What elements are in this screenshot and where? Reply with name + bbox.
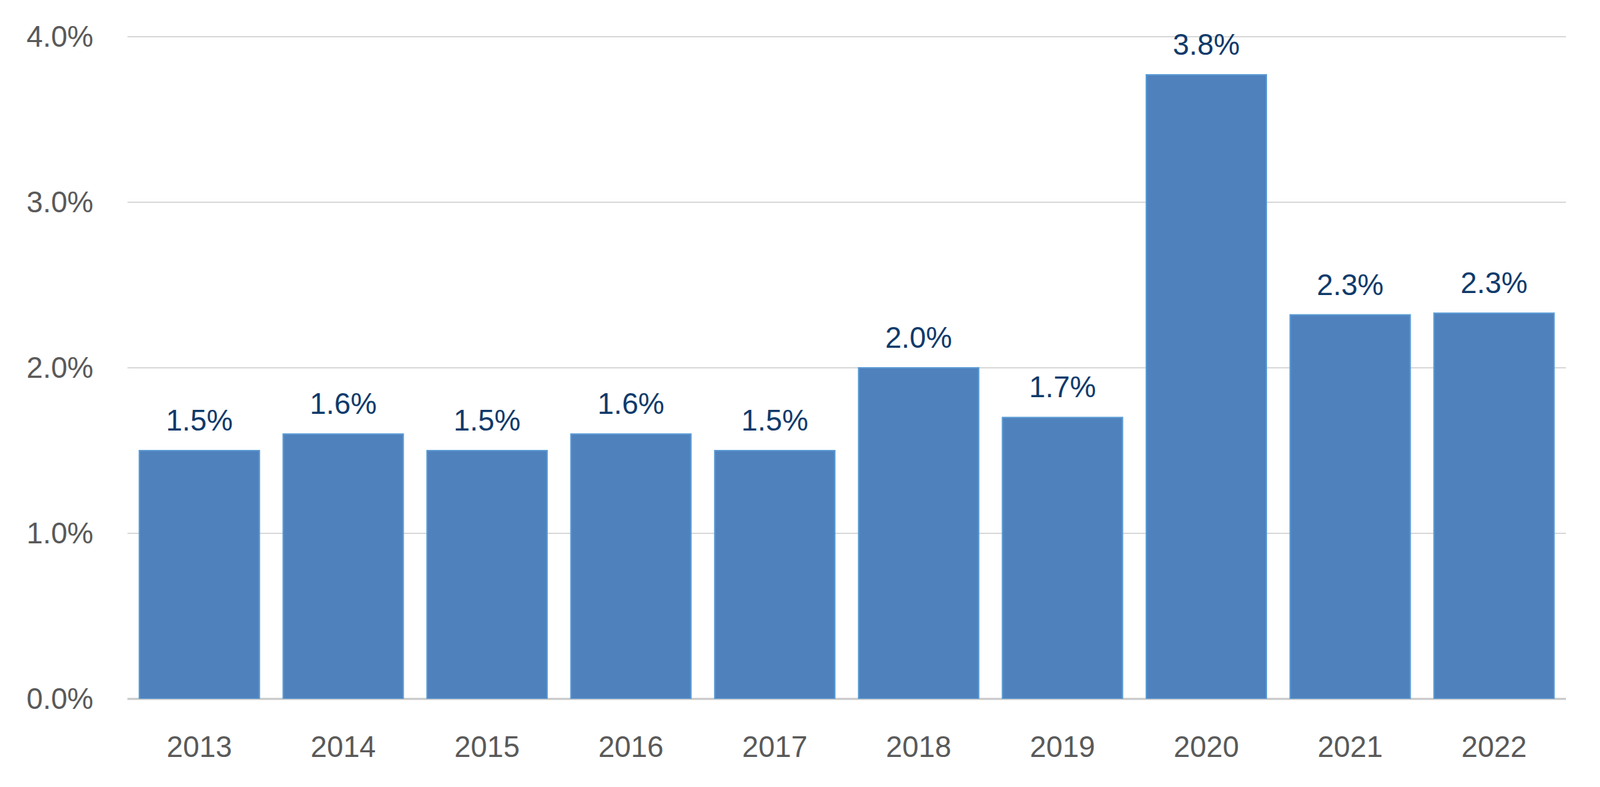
- bar: [427, 450, 548, 699]
- x-tick-label: 2022: [1461, 729, 1527, 763]
- data-label: 1.6%: [309, 386, 377, 420]
- x-tick-label: 2019: [1029, 729, 1095, 763]
- data-label: 1.5%: [453, 403, 521, 437]
- y-tick-label: 4.0%: [26, 20, 94, 53]
- data-label: 1.5%: [166, 403, 233, 437]
- bar: [1290, 314, 1411, 699]
- x-tick-label: 2015: [454, 729, 520, 763]
- x-tick-label: 2018: [886, 729, 952, 763]
- data-label: 3.8%: [1172, 28, 1240, 61]
- chart-svg: 0.0% 1.0% 2.0% 3.0% 4.0% 1.5% 2013 1.6% 2014 1.5%…: [0, 0, 1600, 787]
- y-tick-label: 0.0%: [26, 681, 94, 715]
- bar: [858, 367, 979, 699]
- data-label: 2.0%: [885, 320, 953, 354]
- x-tick-label: 2020: [1173, 729, 1240, 763]
- bar: [1146, 74, 1267, 699]
- bar: [282, 433, 404, 699]
- data-label: 1.7%: [1028, 370, 1096, 404]
- bar: [571, 433, 692, 699]
- chart-container: 0.0% 1.0% 2.0% 3.0% 4.0% 1.5% 2013 1.6% 2014 1.5%…: [0, 0, 1600, 787]
- bar: [1002, 417, 1123, 699]
- bar: [139, 450, 260, 699]
- bars: [139, 74, 1554, 699]
- x-tick-label: 2013: [166, 729, 233, 763]
- data-label: 1.5%: [741, 403, 809, 437]
- y-tick-label: 1.0%: [26, 516, 94, 550]
- grid-line: [127, 36, 1566, 38]
- bar: [1433, 312, 1554, 699]
- data-label: 2.3%: [1316, 268, 1384, 301]
- x-tick-label: 2017: [741, 729, 808, 763]
- grid-line: [127, 201, 1566, 203]
- data-label: 2.3%: [1460, 266, 1528, 299]
- x-tick-label: 2016: [598, 729, 664, 763]
- y-tick-label: 2.0%: [26, 350, 94, 384]
- y-tick-label: 3.0%: [26, 185, 94, 219]
- data-label: 1.6%: [597, 386, 664, 420]
- x-tick-label: 2014: [310, 729, 376, 763]
- x-tick-label: 2021: [1317, 729, 1384, 763]
- bar: [714, 450, 835, 699]
